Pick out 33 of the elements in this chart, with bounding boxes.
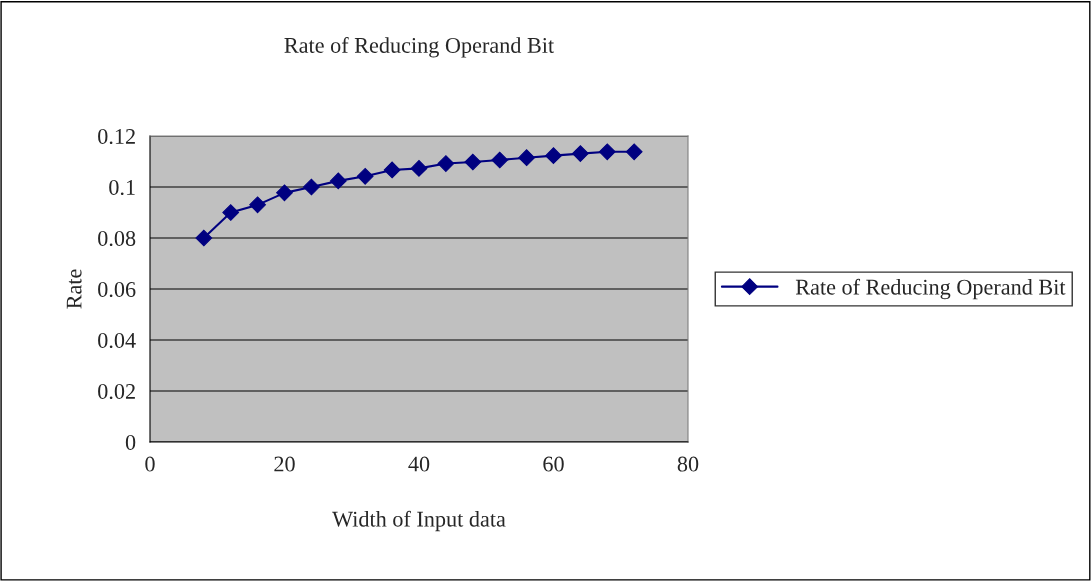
x-tick-label: 40 bbox=[408, 456, 430, 472]
chart-title: Rate of Reducing Operand Bit bbox=[284, 37, 555, 58]
point bbox=[356, 167, 374, 185]
y-tick-label: 0.04 bbox=[98, 332, 136, 349]
x-tick-label: 60 bbox=[543, 456, 564, 472]
point bbox=[383, 161, 401, 179]
y-tick-label: 0.12 bbox=[98, 128, 135, 145]
point bbox=[222, 204, 240, 221]
point bbox=[303, 178, 320, 196]
point bbox=[598, 143, 616, 161]
x-tick-label: 0 bbox=[145, 456, 155, 472]
y-axis-title: Rate bbox=[66, 269, 82, 309]
legend-label: Rate of Reducing Operand Bit bbox=[795, 278, 1066, 300]
point bbox=[545, 147, 562, 165]
y-tick-label: 0 bbox=[125, 434, 136, 450]
y-tick-label: 0.1 bbox=[109, 179, 135, 196]
point bbox=[464, 153, 482, 171]
point bbox=[491, 151, 509, 169]
point bbox=[625, 143, 643, 161]
y-tick-label: 0.08 bbox=[98, 230, 136, 247]
point bbox=[410, 160, 428, 177]
x-tick-label: 80 bbox=[677, 456, 699, 472]
x-axis-title: Width of Input data bbox=[332, 510, 506, 532]
point bbox=[572, 145, 589, 162]
point bbox=[249, 196, 266, 214]
y-tick-label: 0.02 bbox=[98, 383, 135, 400]
point bbox=[195, 229, 213, 247]
point bbox=[437, 155, 455, 172]
point bbox=[329, 172, 347, 190]
x-tick-label: 20 bbox=[274, 456, 295, 472]
point bbox=[518, 149, 535, 167]
y-tick-label: 0.06 bbox=[98, 281, 136, 298]
point bbox=[276, 184, 293, 202]
